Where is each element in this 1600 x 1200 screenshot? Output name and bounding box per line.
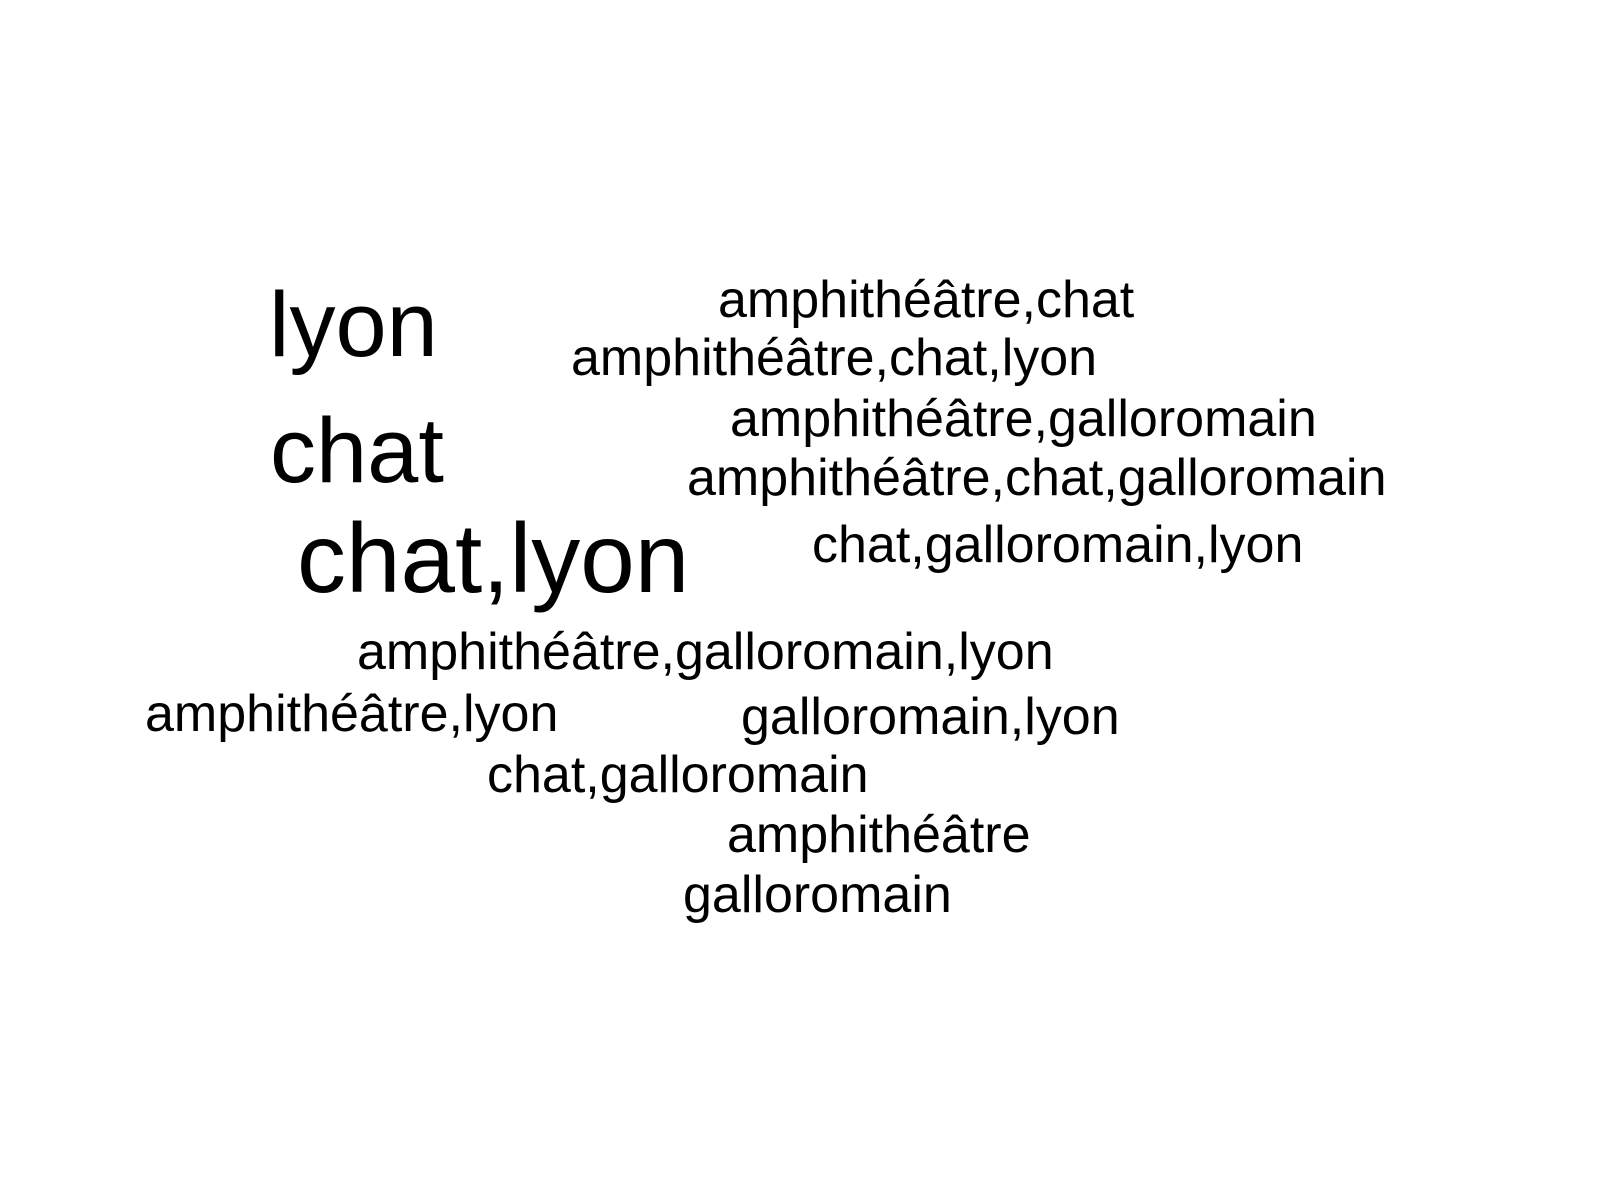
word-amphitheatre-chat-lyon: amphithéâtre,chat,lyon — [571, 329, 1098, 387]
word-chat-galloromain-lyon: chat,galloromain,lyon — [812, 516, 1304, 574]
word-amphitheatre-galloromain-lyon: amphithéâtre,galloromain,lyon — [357, 623, 1054, 681]
word-chat-galloromain: chat,galloromain — [487, 746, 869, 804]
word-amphitheatre-galloromain: amphithéâtre,galloromain — [730, 390, 1317, 448]
word-galloromain-lyon: galloromain,lyon — [741, 688, 1120, 746]
word-amphitheatre: amphithéâtre — [727, 806, 1031, 864]
word-galloromain: galloromain — [683, 866, 952, 924]
word-chat: chat — [270, 400, 444, 502]
word-amphitheatre-chat-galloromain: amphithéâtre,chat,galloromain — [687, 449, 1387, 507]
word-amphitheatre-lyon: amphithéâtre,lyon — [145, 685, 559, 743]
word-chat-lyon: chat,lyon — [297, 503, 690, 613]
word-amphitheatre-chat: amphithéâtre,chat — [718, 271, 1135, 329]
word-lyon: lyon — [269, 274, 438, 376]
